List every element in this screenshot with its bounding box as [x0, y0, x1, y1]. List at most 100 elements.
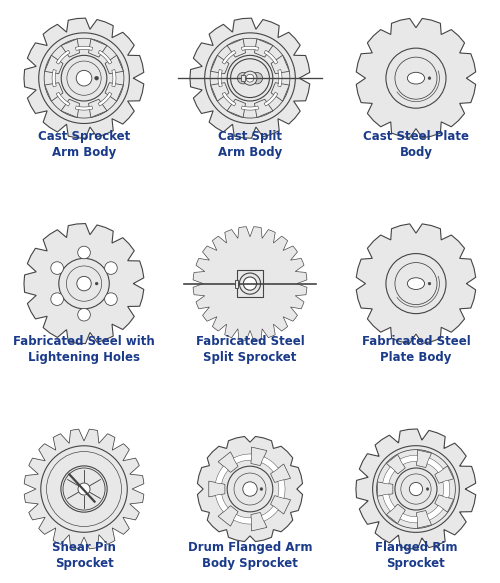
- Polygon shape: [61, 99, 80, 118]
- Polygon shape: [356, 224, 476, 343]
- Polygon shape: [278, 69, 282, 87]
- Polygon shape: [52, 69, 56, 87]
- Polygon shape: [112, 69, 116, 87]
- Polygon shape: [56, 92, 70, 106]
- Polygon shape: [382, 494, 395, 511]
- Polygon shape: [251, 447, 267, 466]
- Polygon shape: [210, 55, 229, 73]
- Polygon shape: [98, 92, 112, 106]
- Circle shape: [76, 71, 92, 86]
- Circle shape: [41, 446, 128, 532]
- Circle shape: [66, 266, 102, 301]
- Circle shape: [238, 72, 249, 84]
- Polygon shape: [242, 46, 258, 50]
- Polygon shape: [434, 495, 454, 512]
- Polygon shape: [105, 83, 124, 101]
- Polygon shape: [104, 280, 107, 287]
- Circle shape: [78, 246, 90, 259]
- Polygon shape: [88, 39, 107, 57]
- Circle shape: [251, 72, 262, 84]
- Polygon shape: [400, 455, 417, 465]
- Polygon shape: [270, 496, 290, 514]
- Polygon shape: [76, 106, 92, 110]
- Polygon shape: [271, 83, 289, 101]
- Circle shape: [410, 482, 422, 496]
- Polygon shape: [24, 18, 144, 138]
- Text: Cast Steel Plate
Body: Cast Steel Plate Body: [363, 130, 469, 159]
- Circle shape: [104, 293, 118, 305]
- Polygon shape: [222, 92, 236, 106]
- Polygon shape: [218, 452, 238, 472]
- Polygon shape: [264, 50, 278, 64]
- Circle shape: [227, 466, 273, 512]
- Circle shape: [59, 258, 110, 309]
- Polygon shape: [216, 466, 228, 484]
- Polygon shape: [98, 50, 112, 64]
- Polygon shape: [254, 39, 273, 57]
- Circle shape: [44, 38, 124, 118]
- Polygon shape: [44, 55, 63, 73]
- Circle shape: [386, 48, 446, 108]
- Circle shape: [243, 71, 257, 85]
- Circle shape: [395, 468, 437, 510]
- Circle shape: [376, 449, 456, 528]
- Circle shape: [395, 262, 437, 305]
- Polygon shape: [271, 55, 289, 73]
- Polygon shape: [427, 458, 444, 473]
- Circle shape: [38, 33, 130, 124]
- Polygon shape: [382, 467, 395, 484]
- Circle shape: [368, 441, 464, 537]
- Circle shape: [67, 61, 101, 95]
- Polygon shape: [24, 223, 144, 343]
- Text: Flanged Rim
Sprocket: Flanged Rim Sprocket: [374, 540, 457, 570]
- Polygon shape: [400, 514, 417, 523]
- Text: Shear Pin
Sprocket: Shear Pin Sprocket: [52, 540, 116, 570]
- Polygon shape: [222, 50, 236, 64]
- Circle shape: [428, 282, 431, 285]
- Text: Fabricated Steel with
Lightening Holes: Fabricated Steel with Lightening Holes: [13, 335, 155, 364]
- Polygon shape: [356, 429, 476, 549]
- Circle shape: [234, 473, 266, 505]
- Circle shape: [366, 439, 466, 539]
- Circle shape: [227, 55, 273, 101]
- Polygon shape: [434, 466, 454, 483]
- Circle shape: [94, 76, 98, 80]
- Circle shape: [61, 466, 107, 512]
- Polygon shape: [386, 504, 406, 524]
- Circle shape: [260, 76, 264, 80]
- Polygon shape: [251, 512, 267, 531]
- Polygon shape: [234, 514, 252, 524]
- Circle shape: [426, 488, 429, 490]
- Polygon shape: [236, 270, 264, 297]
- Polygon shape: [262, 506, 278, 521]
- Text: Fabricated Steel
Plate Body: Fabricated Steel Plate Body: [362, 335, 470, 364]
- Circle shape: [51, 293, 64, 305]
- Circle shape: [78, 483, 90, 495]
- Text: Drum Flanged Arm
Body Sprocket: Drum Flanged Arm Body Sprocket: [188, 540, 312, 570]
- Polygon shape: [240, 75, 246, 82]
- Polygon shape: [216, 494, 228, 512]
- Polygon shape: [227, 99, 246, 118]
- Polygon shape: [24, 429, 144, 549]
- Text: Cast Sprocket
Arm Body: Cast Sprocket Arm Body: [38, 130, 130, 159]
- Circle shape: [243, 482, 257, 496]
- Polygon shape: [88, 99, 107, 118]
- Polygon shape: [61, 39, 80, 57]
- Polygon shape: [198, 437, 302, 542]
- Polygon shape: [262, 457, 278, 472]
- Polygon shape: [209, 481, 225, 497]
- Circle shape: [428, 77, 431, 79]
- Circle shape: [233, 61, 267, 95]
- Polygon shape: [218, 69, 222, 87]
- Polygon shape: [416, 511, 432, 528]
- Ellipse shape: [408, 278, 424, 289]
- Circle shape: [210, 38, 290, 118]
- Circle shape: [46, 452, 122, 526]
- Circle shape: [242, 71, 258, 86]
- Circle shape: [372, 445, 460, 532]
- Polygon shape: [386, 455, 406, 474]
- Circle shape: [244, 277, 256, 290]
- Circle shape: [260, 487, 263, 490]
- Polygon shape: [96, 75, 102, 82]
- Circle shape: [395, 57, 437, 99]
